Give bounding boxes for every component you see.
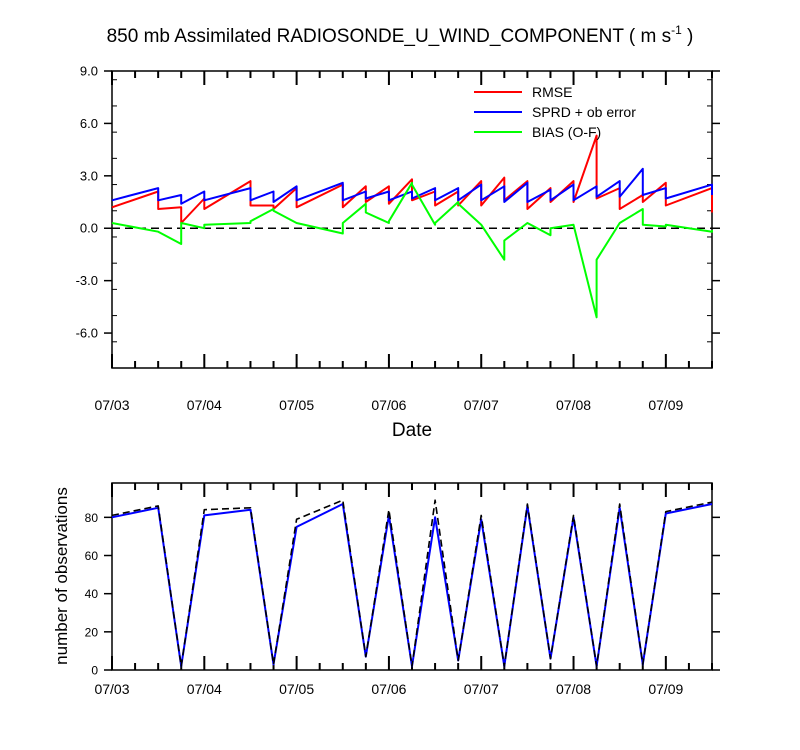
top-y-tick-label: 6.0 xyxy=(80,116,98,131)
top-y-tick-label: -6.0 xyxy=(76,326,98,341)
bottom-plot: 07/03 07/04 07/05 07/06 07/07 07/08 07/09 80 60 4… xyxy=(85,482,720,697)
bottom-x-tick-label: 07/05 xyxy=(279,681,314,697)
bottom-x-tick-label: 07/06 xyxy=(371,681,406,697)
bottom-y-tick-label: 20 xyxy=(85,625,99,639)
bottom-x-tick-label: 07/09 xyxy=(648,681,683,697)
legend-label: SPRD + ob error xyxy=(532,104,636,120)
top-x-tick-label: 07/06 xyxy=(371,397,406,413)
top-legend: RMSE SPRD + ob error BIAS (O-F) xyxy=(474,84,636,140)
bottom-plot-frame xyxy=(111,482,713,671)
top-plot: 07/03 07/04 07/05 07/06 07/07 07/08 07/09 9.0 6.… xyxy=(76,64,720,413)
top-x-axis-label: Date xyxy=(392,420,432,441)
top-y-tick-label: 3.0 xyxy=(80,168,98,183)
bottom-y-tick-label: 0 xyxy=(91,664,98,678)
top-x-tick-label: 07/09 xyxy=(648,397,683,413)
bottom-y-tick-label: 80 xyxy=(85,511,99,525)
bottom-y-axis-label: number of observations xyxy=(52,487,71,665)
bottom-series-possible xyxy=(111,499,713,668)
chart-title: 850 mb Assimilated RADIOSONDE_U_WIND_COM… xyxy=(107,23,694,47)
bottom-x-tick-label: 07/03 xyxy=(94,681,129,697)
bottom-y-tick-label: 60 xyxy=(85,549,99,563)
top-y-tick-label: 9.0 xyxy=(80,64,98,79)
top-series-rmse xyxy=(111,134,713,224)
top-x-tick-label: 07/04 xyxy=(187,397,222,413)
top-x-tick-label: 07/03 xyxy=(94,397,129,413)
bottom-x-tick-label: 07/04 xyxy=(187,681,222,697)
top-series-bias-o-f xyxy=(111,181,713,319)
top-y-tick-label: 0.0 xyxy=(80,221,98,236)
bottom-x-tick-label: 07/07 xyxy=(464,681,499,697)
top-series-sprd-ob-error xyxy=(111,167,713,205)
top-x-tick-label: 07/05 xyxy=(279,397,314,413)
bottom-y-tick-label: 40 xyxy=(85,587,99,601)
bottom-x-tick-label: 07/08 xyxy=(556,681,591,697)
legend-label: BIAS (O-F) xyxy=(532,124,601,140)
legend-label: RMSE xyxy=(532,84,572,100)
top-x-tick-label: 07/08 xyxy=(556,397,591,413)
top-x-tick-label: 07/07 xyxy=(464,397,499,413)
top-y-tick-label: -3.0 xyxy=(76,273,98,288)
bottom-series-used xyxy=(111,503,713,668)
